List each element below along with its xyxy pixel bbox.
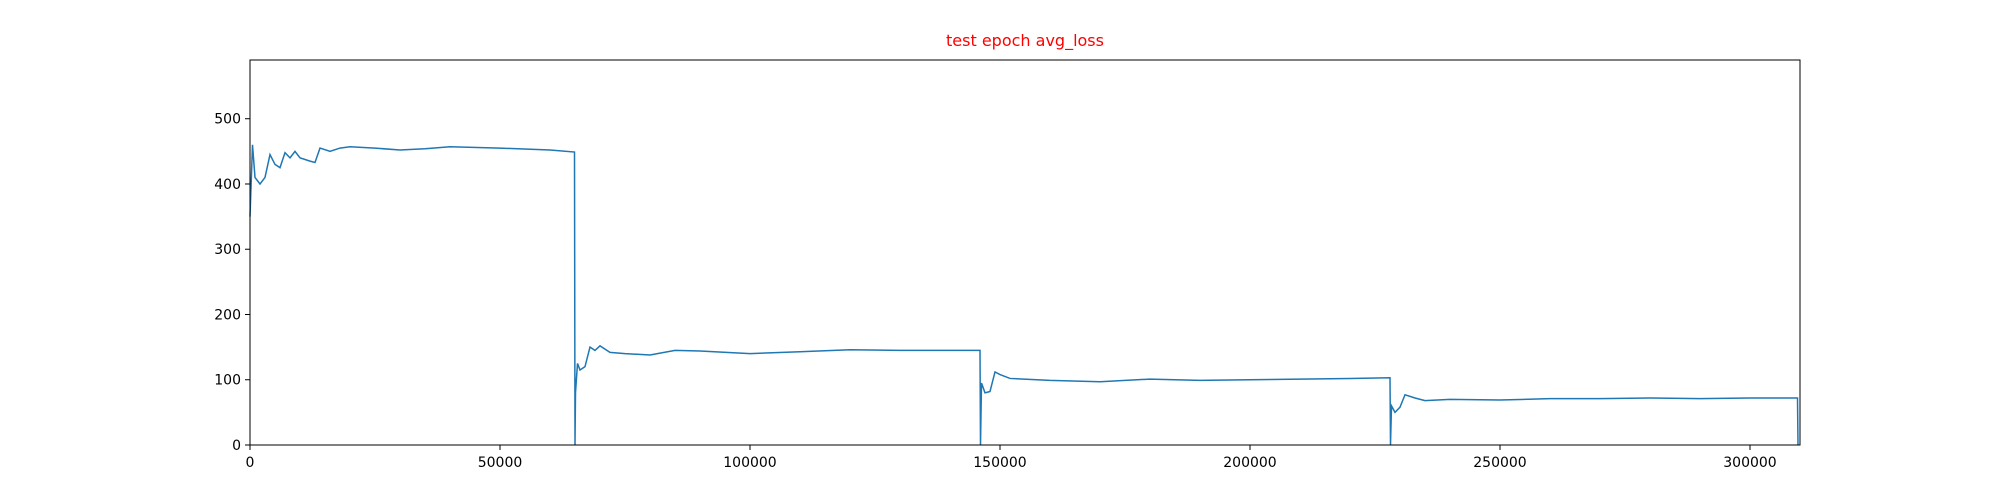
- x-tick-label: 250000: [1473, 455, 1526, 471]
- x-tick-label: 200000: [1223, 455, 1276, 471]
- chart-title: test epoch avg_loss: [946, 31, 1104, 51]
- x-tick-label: 50000: [478, 455, 523, 471]
- line: [249, 144, 1799, 446]
- y-tick-label: 200: [214, 307, 241, 323]
- y-tick-label: 500: [214, 112, 241, 128]
- y-tick-label: 0: [232, 438, 241, 454]
- plot-frame: [249, 59, 1801, 446]
- y-tick-label: 100: [214, 373, 241, 389]
- y-tick-label: 300: [214, 242, 241, 258]
- y-tick-label: 400: [214, 177, 241, 193]
- x-tick-label: 300000: [1723, 455, 1776, 471]
- x-tick-label: 150000: [973, 455, 1026, 471]
- x-tick-label: 100000: [723, 455, 776, 471]
- x-tick-label: 0: [246, 455, 255, 471]
